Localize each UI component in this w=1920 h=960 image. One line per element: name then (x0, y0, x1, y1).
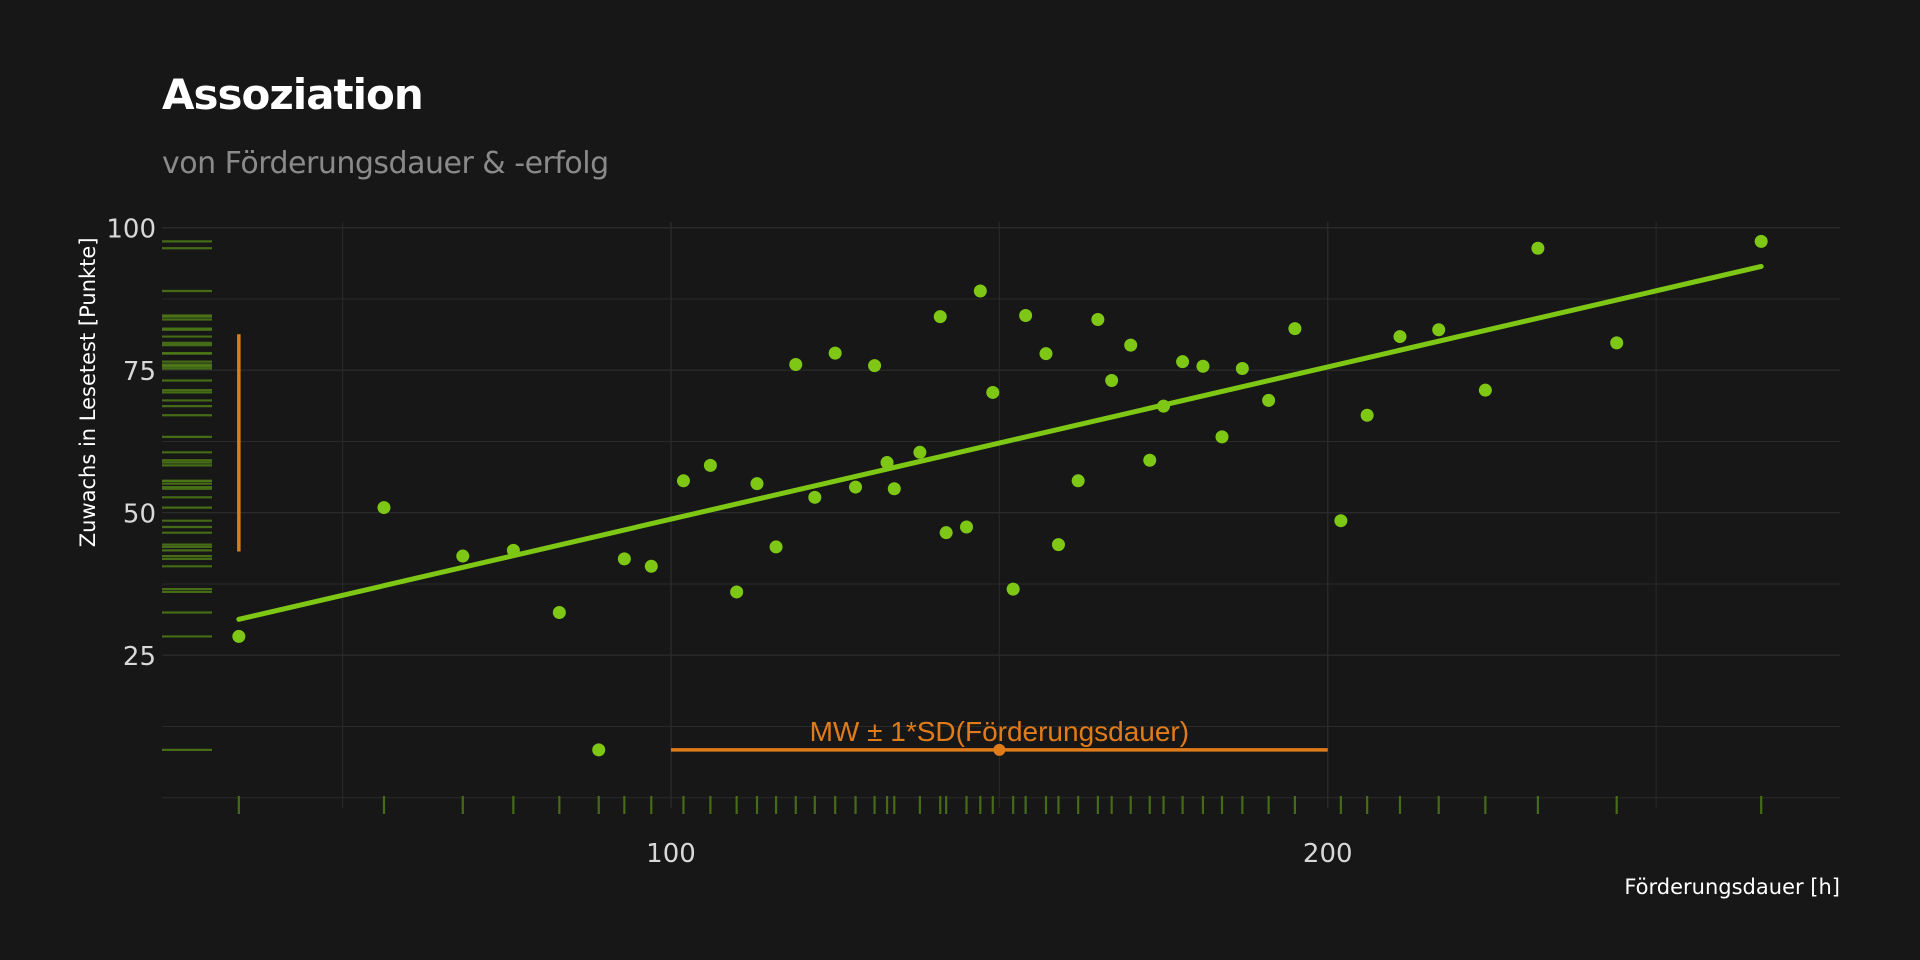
data-points (232, 234, 1768, 757)
data-point (1393, 330, 1407, 344)
data-point (1196, 359, 1210, 373)
data-point (506, 543, 520, 557)
data-point (1051, 538, 1065, 552)
y-tick-label: 100 (106, 215, 156, 245)
data-point (1039, 347, 1053, 361)
trend-line (236, 263, 1764, 622)
data-point (1215, 430, 1229, 444)
data-point (986, 385, 1000, 399)
data-point (676, 474, 690, 488)
data-point (913, 445, 927, 459)
data-point (232, 629, 246, 643)
data-point (1176, 355, 1190, 369)
data-point (592, 743, 606, 757)
data-point (1006, 582, 1020, 596)
x-tick-label: 200 (1303, 839, 1353, 869)
data-point (750, 477, 764, 491)
x-rug (237, 796, 1763, 814)
x-axis-title: Förderungsdauer [h] (1624, 875, 1840, 899)
data-point (1262, 393, 1276, 407)
data-point (868, 359, 882, 373)
data-point (377, 501, 391, 515)
data-point (808, 490, 822, 504)
mean-point (993, 743, 1006, 756)
data-point (617, 552, 631, 566)
data-point (644, 559, 658, 573)
data-point (730, 585, 744, 599)
y-rug (162, 240, 212, 751)
y-tick-label: 50 (123, 500, 156, 530)
data-point (887, 482, 901, 496)
data-point (1288, 322, 1302, 336)
data-point (1235, 362, 1249, 375)
data-point (1754, 234, 1768, 248)
data-point (960, 520, 974, 534)
data-point (1071, 474, 1085, 488)
data-point (703, 458, 717, 472)
data-point (939, 526, 953, 540)
data-point (456, 549, 470, 563)
y-tick-label: 25 (123, 642, 156, 672)
data-point (880, 456, 894, 470)
mean-sd-band: MW ± 1*SD(Förderungsdauer) (670, 716, 1328, 756)
chart-subtitle: von Förderungsdauer & -erfolg (162, 146, 609, 181)
tick-labels: 100 200 25 50 75 100 (106, 215, 1352, 869)
mean-sd-label: MW ± 1*SD(Förderungsdauer) (810, 716, 1190, 747)
data-point (828, 346, 842, 360)
data-point (1478, 383, 1492, 397)
data-point (769, 540, 783, 554)
data-point (1091, 312, 1105, 326)
y-axis-title: Zuwachs in Lesetest [Punkte] (76, 237, 100, 547)
data-point (933, 310, 947, 324)
chart-title: Assoziation (162, 70, 424, 119)
data-point (1432, 323, 1446, 337)
data-point (552, 605, 566, 619)
data-point (849, 480, 863, 494)
data-point (1019, 308, 1033, 322)
data-point (789, 358, 803, 372)
x-tick-label: 100 (646, 839, 696, 869)
data-point (1143, 453, 1157, 467)
data-point (973, 284, 987, 298)
data-point (1105, 373, 1119, 387)
data-point (1531, 241, 1545, 255)
data-point (1334, 514, 1348, 528)
data-point (1360, 408, 1374, 422)
data-point (1610, 336, 1624, 350)
data-point (1124, 338, 1138, 352)
y-tick-label: 75 (123, 357, 156, 387)
data-point (1157, 399, 1171, 413)
